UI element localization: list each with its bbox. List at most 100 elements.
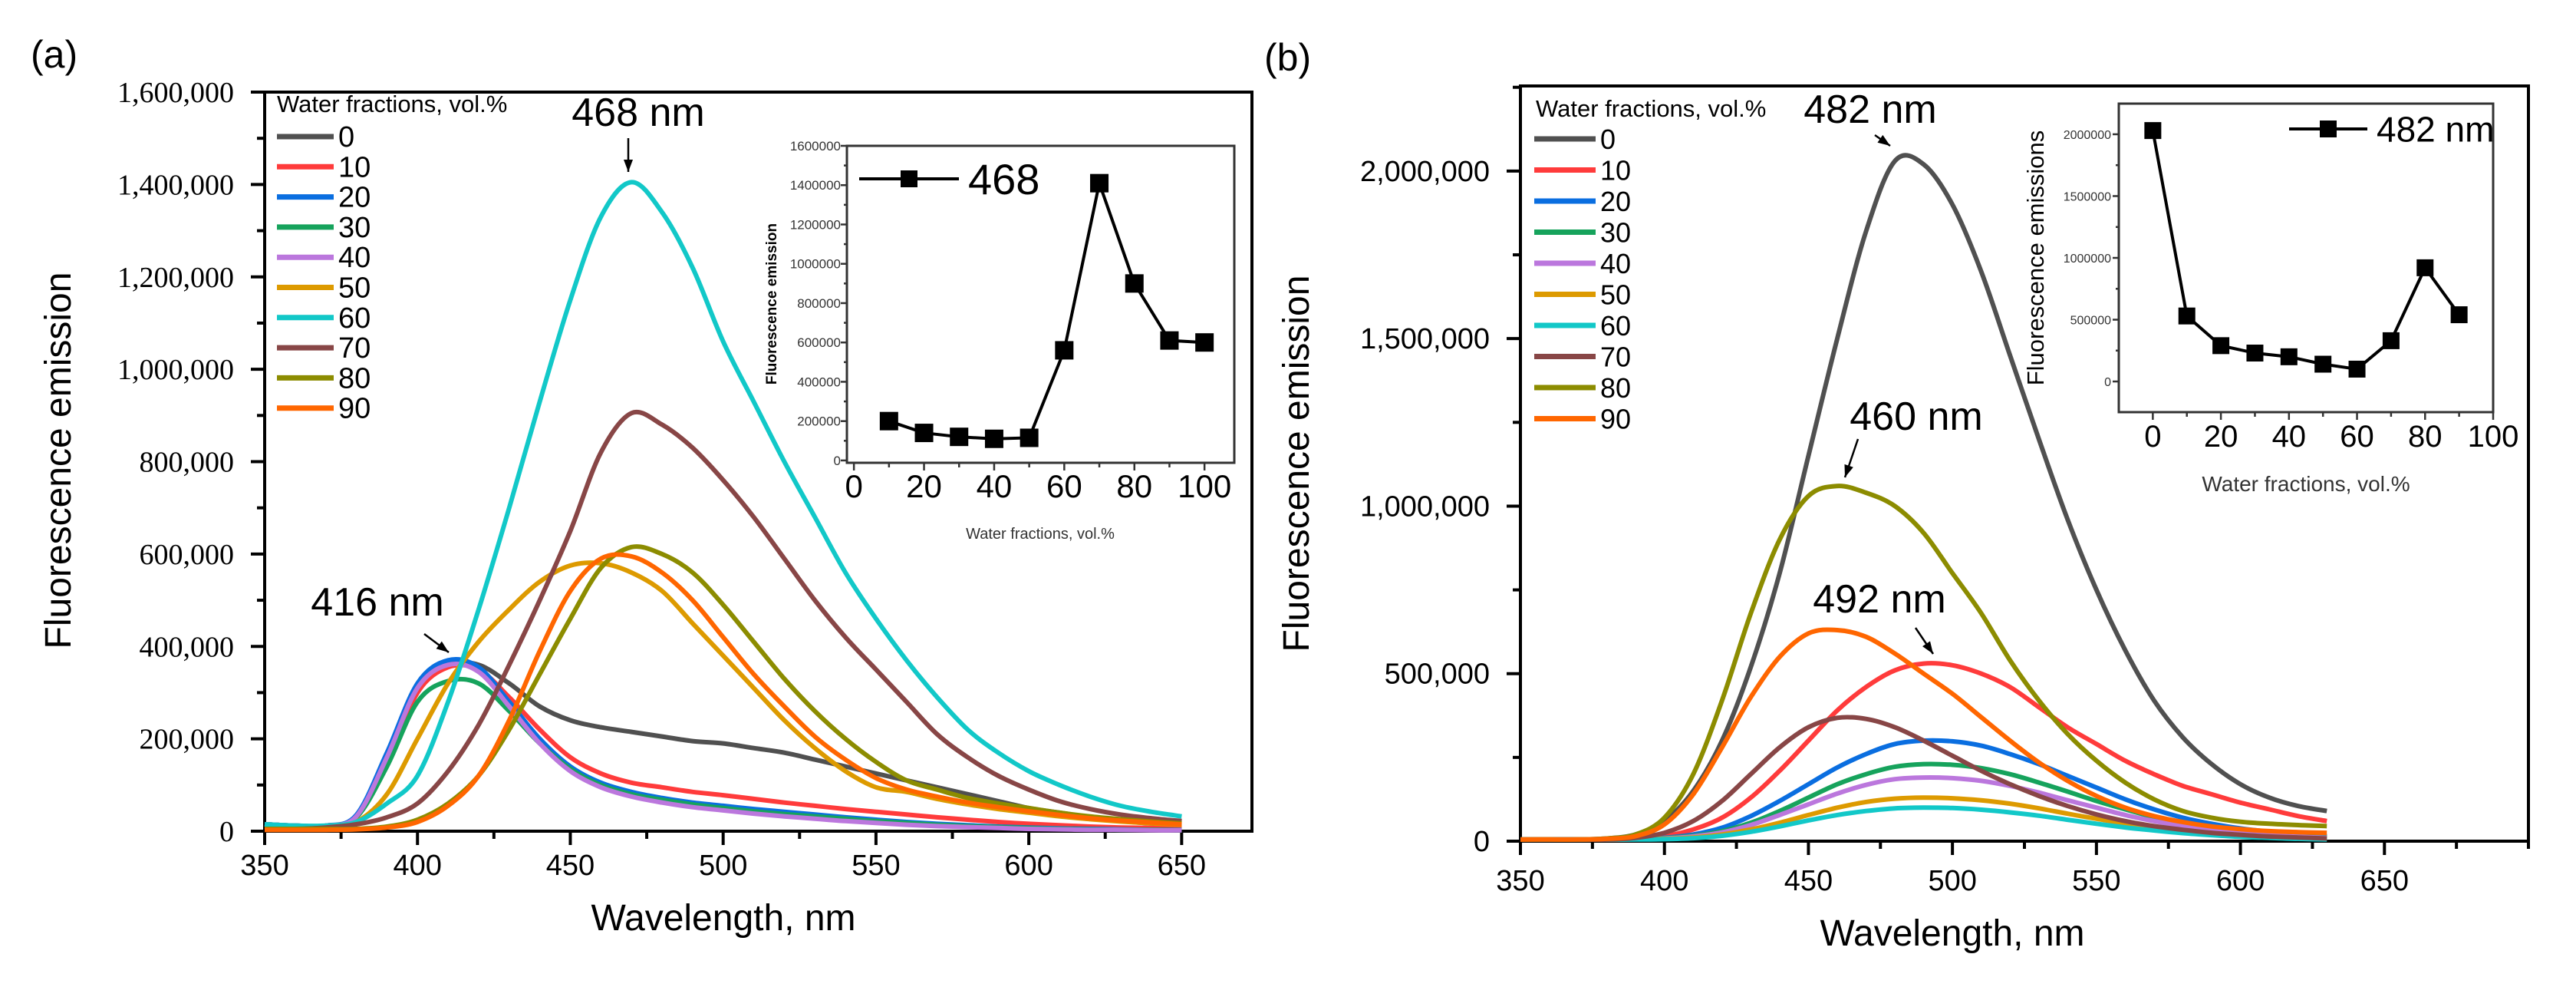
series-line-70 [264,409,1182,832]
legend-item: 10 [1534,155,1631,187]
inset-legend-marker [2320,120,2337,137]
arrow-icon [423,633,450,653]
y-tick-label: 1,500,000 [1360,323,1490,355]
inset-line [2151,130,2461,371]
inset-y-axis-title: Fluorescence emission [764,223,780,385]
y-tick-label: 1,200,000 [117,262,234,294]
inset-x-tick-label: 40 [2272,420,2307,454]
peak-annotation: 416 nm [311,580,450,653]
legend-label: 60 [1600,310,1631,342]
legend-item: 10 [277,151,371,183]
inset-legend-marker [901,170,917,187]
inset-marker [2382,332,2400,349]
inset-line [888,177,1205,441]
legend-item: 70 [1534,342,1631,373]
inset-legend: 468 [859,155,1039,203]
legend-item: 90 [1534,404,1631,435]
inset-x-tick-label: 0 [2144,420,2161,454]
y-tick-label: 2,000,000 [1360,156,1490,188]
arrow-icon [1874,134,1891,147]
inset-marker [2314,355,2332,373]
legend-item: 0 [1534,124,1616,155]
inset-y-tick-label: 0 [834,454,841,468]
inset-chart: 0 20 40 60 80 100 0 500000 1000000 1500000 2000000… [2022,102,2519,496]
y-tick-label: 600,000 [140,539,235,571]
y-tick-label: 1,000,000 [1360,490,1490,523]
inset-x-tick-label: 80 [2408,420,2443,454]
arrow-icon [1914,627,1935,655]
y-tick-label: 200,000 [140,724,235,756]
inset-marker [1090,173,1109,193]
series-line-60 [1520,805,2327,842]
inset-x-tick-label: 60 [1046,468,1082,504]
inset-y-tick-label: 1200000 [790,217,841,232]
series-line-40 [264,661,1182,833]
inset-legend-label: 482 nm [2377,110,2494,150]
legend-label: 20 [1600,186,1631,217]
inset-marker [1195,333,1214,352]
legend-label: 50 [338,272,371,305]
y-tick-label: 1,400,000 [117,169,234,201]
inset-y-tick-label: 800000 [797,296,841,311]
legend-item: 90 [277,393,371,425]
inset-x-tick-label: 20 [2204,420,2238,454]
legend-label: 40 [338,242,371,274]
peak-annotation: 482 nm [1804,87,1937,147]
inset-marker [2246,345,2264,362]
inset-y-tick-label: 0 [2104,376,2111,389]
inset-y-axis-title: Fluorescence emissions [2022,130,2049,386]
peak-label: 492 nm [1813,577,1945,622]
inset-y-tick-label: 1600000 [790,139,841,153]
x-tick-label: 350 [1496,865,1544,897]
x-tick-label: 500 [699,850,747,882]
y-tick-label: 500,000 [1385,659,1490,691]
legend-item: 60 [277,302,371,335]
y-axis: 0 500,000 1,000,000 1,500,000 2,000,000 [1360,85,1520,858]
legend-label: 60 [338,302,371,335]
legend-label: 40 [1600,248,1631,279]
inset-marker [2212,337,2230,355]
y-axis-title: Fluorescence emission [38,272,79,649]
inset-x-tick-label: 80 [1116,468,1152,504]
legend-item: 40 [277,242,371,274]
inset-marker [1125,274,1144,293]
x-tick-label: 650 [1158,850,1206,882]
legend-label: 0 [1600,124,1616,155]
inset-marker [2280,348,2298,365]
inset-marker [2450,306,2468,324]
inset-legend-label: 468 [968,155,1039,203]
inset-y-tick-label: 200000 [797,414,841,429]
series-line-0 [264,659,1182,829]
legend-label: 90 [338,393,371,425]
inset-marker [950,427,969,447]
inset-marker [1020,428,1039,447]
legend-label: 20 [338,182,371,214]
legend-label: 10 [338,151,371,183]
series-line-30 [264,676,1182,833]
panel-b-emission-spectra: (b)350 400 450 500 550 600 6500500,0001,000,00… [1264,36,2530,954]
x-tick-label: 450 [1784,865,1833,897]
legend-label: 50 [1600,279,1631,311]
spectra-curves [264,180,1182,833]
inset-x-tick-label: 100 [2468,420,2519,454]
y-tick-label: 800,000 [140,447,235,479]
legend-label: 0 [338,121,354,153]
inset-y-tick-label: 1000000 [790,257,841,272]
x-tick-label: 350 [240,850,288,882]
spectra-curves [1520,153,2327,842]
x-tick-label: 550 [852,850,900,882]
inset-chart: 0 20 40 60 80 100 0 200000 400000 600000 800000 100… [764,139,1236,543]
x-tick-label: 600 [1004,850,1052,882]
inset-x-axis-title: Water fractions, vol.% [2202,472,2410,496]
legend-item: 20 [277,182,371,214]
inset-x-axis-title: Water fractions, vol.% [966,526,1115,543]
x-tick-label: 500 [1928,865,1976,897]
inset-y-tick-label: 2000000 [2064,129,2111,142]
inset-x-tick-label: 100 [1178,468,1231,504]
x-axis-title: Wavelength, nm [591,898,855,939]
series-line-80 [1520,484,2327,842]
arrow-icon [624,138,633,172]
arrow-icon [1843,438,1860,478]
legend-item: 20 [1534,186,1631,217]
